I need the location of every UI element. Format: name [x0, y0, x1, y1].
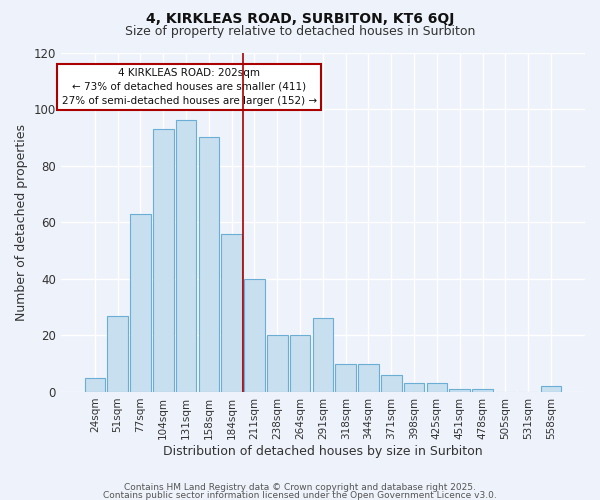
- X-axis label: Distribution of detached houses by size in Surbiton: Distribution of detached houses by size …: [163, 444, 483, 458]
- Bar: [358, 364, 379, 392]
- Bar: [427, 384, 447, 392]
- Bar: [130, 214, 151, 392]
- Text: Contains public sector information licensed under the Open Government Licence v3: Contains public sector information licen…: [103, 490, 497, 500]
- Bar: [153, 129, 173, 392]
- Bar: [267, 336, 287, 392]
- Bar: [85, 378, 105, 392]
- Bar: [404, 384, 424, 392]
- Text: Size of property relative to detached houses in Surbiton: Size of property relative to detached ho…: [125, 25, 475, 38]
- Text: Contains HM Land Registry data © Crown copyright and database right 2025.: Contains HM Land Registry data © Crown c…: [124, 483, 476, 492]
- Bar: [290, 336, 310, 392]
- Bar: [472, 389, 493, 392]
- Bar: [381, 375, 401, 392]
- Text: 4 KIRKLEAS ROAD: 202sqm
← 73% of detached houses are smaller (411)
27% of semi-d: 4 KIRKLEAS ROAD: 202sqm ← 73% of detache…: [62, 68, 317, 106]
- Bar: [221, 234, 242, 392]
- Bar: [449, 389, 470, 392]
- Bar: [244, 279, 265, 392]
- Bar: [313, 318, 333, 392]
- Text: 4, KIRKLEAS ROAD, SURBITON, KT6 6QJ: 4, KIRKLEAS ROAD, SURBITON, KT6 6QJ: [146, 12, 454, 26]
- Bar: [335, 364, 356, 392]
- Bar: [199, 138, 219, 392]
- Bar: [541, 386, 561, 392]
- Bar: [176, 120, 196, 392]
- Bar: [107, 316, 128, 392]
- Y-axis label: Number of detached properties: Number of detached properties: [15, 124, 28, 320]
